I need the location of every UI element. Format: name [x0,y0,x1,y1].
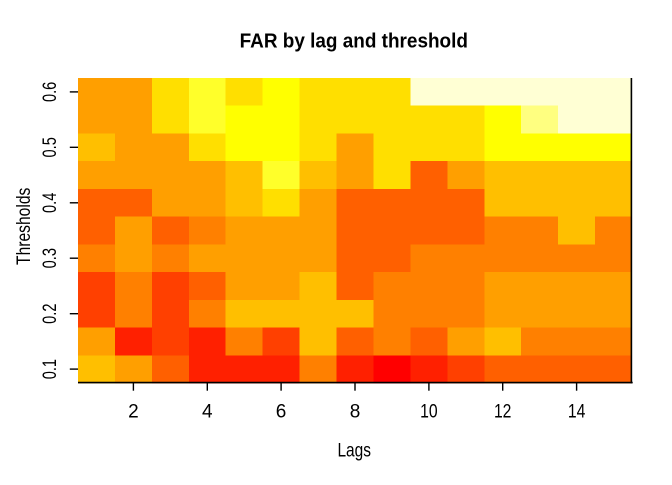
svg-text:Lags: Lags [337,441,371,462]
svg-text:2: 2 [128,401,139,422]
svg-text:0.1: 0.1 [40,359,61,379]
svg-text:10: 10 [420,401,438,422]
svg-text:6: 6 [276,401,287,422]
svg-text:14: 14 [568,401,586,422]
svg-text:0.5: 0.5 [40,137,61,157]
svg-text:0.2: 0.2 [40,304,61,324]
svg-text:8: 8 [350,401,361,422]
svg-text:FAR by lag and threshold: FAR by lag and threshold [240,30,468,52]
svg-text:12: 12 [494,401,512,422]
svg-text:Thresholds: Thresholds [14,188,35,265]
svg-text:4: 4 [202,401,213,422]
svg-text:0.3: 0.3 [40,248,61,268]
svg-text:0.6: 0.6 [40,82,61,102]
svg-text:0.4: 0.4 [40,192,61,213]
